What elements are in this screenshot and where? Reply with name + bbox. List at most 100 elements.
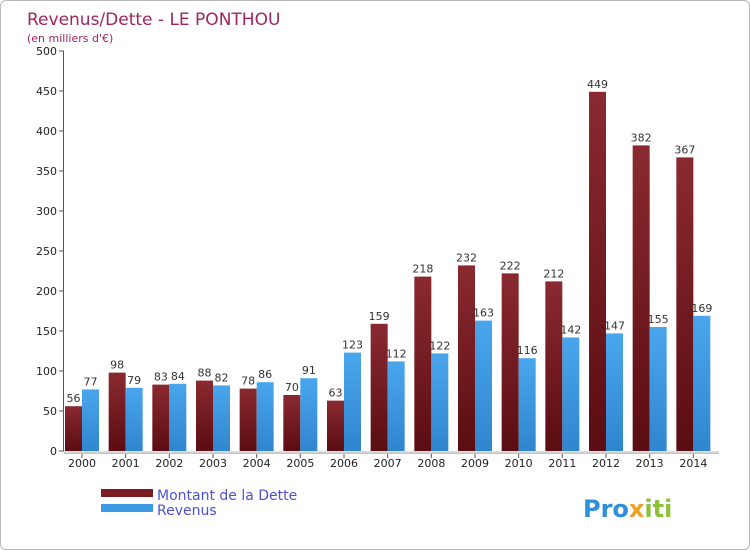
bar-debt [65, 406, 82, 451]
legend-label-debt: Montant de la Dette [157, 488, 297, 504]
logo-prefix: Pro [583, 495, 629, 523]
y-tick-label: 350 [36, 165, 57, 178]
data-label-revenus: 116 [517, 344, 538, 357]
bar-revenus [518, 358, 536, 451]
x-axis-ticks: 2000 2001 2002 2003 2004 2005 2006 2007 2008 2009… [68, 454, 707, 470]
x-tick-label: 2005 [286, 457, 314, 470]
data-label-revenus: 86 [258, 368, 272, 381]
x-tick-label: 2007 [374, 457, 402, 470]
x-tick-label: 2002 [155, 457, 183, 470]
legend-label-revenus: Revenus [157, 503, 217, 519]
legend-swatch-revenus [101, 504, 153, 512]
bar-debt [283, 395, 301, 451]
bar-debt [458, 265, 475, 451]
data-label-debt: 83 [154, 371, 168, 384]
bar-revenus [125, 387, 143, 451]
bar-debt [327, 400, 344, 451]
data-label-revenus: 123 [342, 339, 363, 352]
data-label-revenus: 77 [84, 375, 98, 388]
bar-revenus [344, 352, 361, 451]
y-tick-label: 200 [36, 285, 57, 298]
chart-axes: 0 50 100 150 200 250 300 350 400 450 500 [36, 45, 719, 458]
x-tick-label: 2011 [548, 457, 576, 470]
y-tick-label: 0 [50, 445, 57, 458]
chart-subtitle: (en milliers d'€) [27, 32, 113, 45]
y-tick-label: 50 [43, 405, 57, 418]
y-tick-label: 500 [36, 45, 57, 58]
bar-revenus [649, 327, 667, 451]
data-label-revenus: 122 [429, 339, 450, 352]
bar-debt [676, 157, 694, 451]
bar-debt [545, 281, 563, 451]
data-label-debt: 70 [285, 381, 299, 394]
data-label-debt: 218 [412, 263, 433, 276]
x-tick-label: 2013 [636, 457, 664, 470]
bar-debt [108, 372, 126, 451]
bar-debt [501, 273, 519, 451]
x-tick-label: 2003 [199, 457, 227, 470]
legend-swatch-debt [101, 489, 153, 497]
bar-revenus [82, 389, 99, 451]
x-tick-label: 2000 [68, 457, 96, 470]
chart-title: Revenus/Dette - LE PONTHOU [27, 10, 280, 30]
data-label-revenus: 91 [302, 364, 316, 377]
y-tick-label: 400 [36, 125, 57, 138]
y-tick-label: 100 [36, 365, 57, 378]
data-label-debt: 98 [110, 359, 124, 372]
legend: Montant de la Dette Revenus [101, 488, 297, 519]
data-label-revenus: 147 [604, 319, 625, 332]
data-label-revenus: 82 [215, 371, 229, 384]
svg-text:Proxiti: Proxiti [583, 495, 672, 523]
data-label-revenus: 142 [560, 323, 581, 336]
data-label-debt: 88 [198, 367, 212, 380]
data-label-debt: 212 [543, 267, 564, 280]
data-label-revenus: 163 [473, 307, 494, 320]
bar-revenus [213, 385, 230, 451]
data-label-revenus: 79 [127, 374, 141, 387]
bar-debt [414, 276, 432, 451]
data-label-debt: 63 [329, 387, 343, 400]
bar-revenus [256, 382, 274, 451]
x-tick-label: 2008 [417, 457, 445, 470]
bar-revenus [300, 378, 318, 451]
proxiti-logo: Proxiti [583, 495, 672, 523]
data-label-debt: 159 [369, 310, 390, 323]
x-tick-label: 2012 [592, 457, 620, 470]
x-tick-label: 2006 [330, 457, 358, 470]
bar-revenus [693, 315, 711, 451]
data-label-debt: 222 [500, 259, 521, 272]
x-axis-floor [64, 451, 719, 454]
bar-revenus [475, 320, 492, 451]
data-label-revenus: 155 [648, 313, 669, 326]
logo-x: x [629, 495, 645, 523]
data-label-debt: 449 [587, 78, 608, 91]
data-label-debt: 232 [456, 251, 477, 264]
y-tick-label: 250 [36, 245, 57, 258]
data-label-debt: 56 [67, 392, 81, 405]
bar-revenus [431, 353, 449, 451]
bar-debt [632, 145, 650, 451]
bar-debt [196, 380, 213, 451]
y-tick-label: 150 [36, 325, 57, 338]
x-tick-label: 2010 [505, 457, 533, 470]
data-label-debt: 78 [241, 375, 255, 388]
bar-debt [370, 323, 388, 451]
data-label-revenus: 84 [171, 370, 185, 383]
bar-revenus [562, 337, 580, 451]
bar-debt [152, 384, 170, 451]
y-tick-label: 300 [36, 205, 57, 218]
x-tick-label: 2004 [243, 457, 271, 470]
y-tick-label: 450 [36, 85, 57, 98]
data-label-debt: 367 [674, 143, 695, 156]
x-tick-label: 2014 [679, 457, 707, 470]
bar-revenus [606, 333, 623, 451]
data-label-revenus: 169 [691, 302, 712, 315]
bar-revenus [387, 361, 405, 451]
data-label-revenus: 112 [386, 347, 407, 360]
x-tick-label: 2001 [112, 457, 140, 470]
data-label-debt: 382 [631, 131, 652, 144]
logo-suffix: iti [644, 495, 672, 523]
